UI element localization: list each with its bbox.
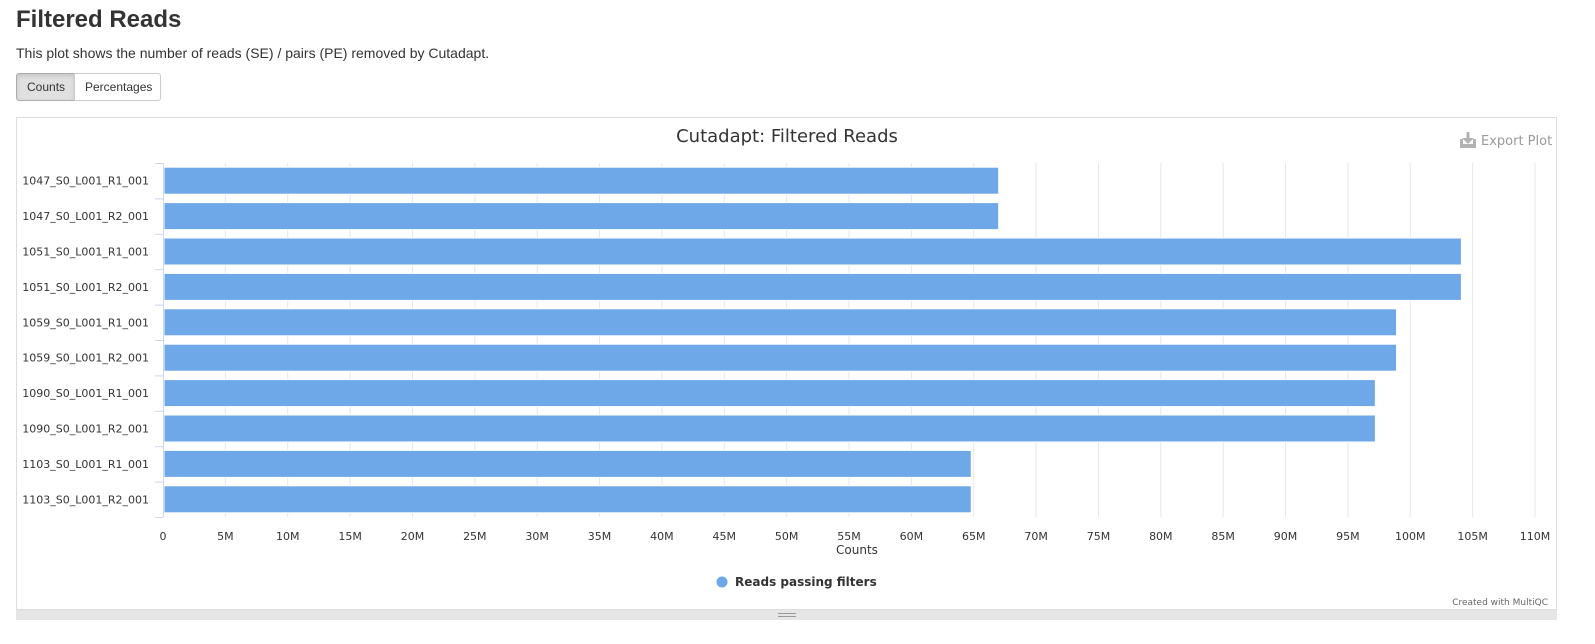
y-tick-label: 1051_S0_L001_R2_001 xyxy=(22,281,149,294)
x-tick-label: 105M xyxy=(1457,530,1488,543)
x-tick-label: 5M xyxy=(217,530,234,543)
y-tick-label: 1103_S0_L001_R1_001 xyxy=(22,458,149,471)
legend-item-label: Reads passing filters xyxy=(735,575,877,589)
x-tick-label: 20M xyxy=(401,530,425,543)
bar[interactable] xyxy=(163,202,1000,231)
section-heading: Filtered Reads xyxy=(16,6,182,33)
x-tick-label: 95M xyxy=(1336,530,1360,543)
x-tick-label: 85M xyxy=(1211,530,1235,543)
x-tick-label: 35M xyxy=(588,530,612,543)
x-tick-label: 15M xyxy=(338,530,362,543)
y-tick-label: 1103_S0_L001_R2_001 xyxy=(22,493,149,506)
x-tick-label: 110M xyxy=(1520,530,1551,543)
y-tick-label: 1051_S0_L001_R1_001 xyxy=(22,246,149,259)
bar[interactable] xyxy=(163,166,1000,195)
y-tick-label: 1059_S0_L001_R1_001 xyxy=(22,316,149,329)
legend-marker xyxy=(716,576,728,588)
grip-icon xyxy=(778,613,796,617)
x-tick-label: 10M xyxy=(276,530,300,543)
bar[interactable] xyxy=(163,414,1376,443)
counts-button[interactable]: Counts xyxy=(16,73,75,101)
plot-container: 0 5M 10M 15M 20M 25M 30M 35M 40M 45M 50M 55M 60M 65M 7… xyxy=(16,117,1557,620)
bar[interactable] xyxy=(163,485,972,514)
axes: 0 5M 10M 15M 20M 25M 30M 35M 40M 45M 50M 55M 60M 65M 7… xyxy=(22,163,1550,543)
x-tick-label: 30M xyxy=(525,530,549,543)
percentages-button[interactable]: Percentages xyxy=(74,73,161,101)
x-tick-label: 65M xyxy=(962,530,986,543)
x-tick-label: 25M xyxy=(463,530,487,543)
bar[interactable] xyxy=(163,308,1398,337)
bar[interactable] xyxy=(163,237,1462,266)
x-tick-label: 50M xyxy=(775,530,799,543)
y-tick-label: 1059_S0_L001_R2_001 xyxy=(22,352,149,365)
bar[interactable] xyxy=(163,343,1398,372)
plot-resize-handle[interactable] xyxy=(16,609,1557,620)
x-tick-label: 45M xyxy=(713,530,737,543)
x-tick-label: 40M xyxy=(650,530,674,543)
x-tick-label: 55M xyxy=(837,530,861,543)
bar-chart: 0 5M 10M 15M 20M 25M 30M 35M 40M 45M 50M 55M 60M 65M 7… xyxy=(22,126,1552,608)
x-tick-label: 60M xyxy=(900,530,924,543)
section-description: This plot shows the number of reads (SE)… xyxy=(16,45,490,61)
export-plot-label: Export Plot xyxy=(1481,134,1552,149)
export-plot-button[interactable]: Export Plot xyxy=(1460,132,1552,149)
chart-title: Cutadapt: Filtered Reads xyxy=(676,126,898,147)
view-toggle: Counts Percentages xyxy=(16,73,161,101)
bar[interactable] xyxy=(163,379,1376,408)
x-tick-label: 0 xyxy=(160,530,167,543)
legend[interactable]: Reads passing filters xyxy=(716,575,877,589)
download-icon xyxy=(1460,132,1476,148)
x-tick-label: 70M xyxy=(1024,530,1048,543)
y-tick-label: 1047_S0_L001_R1_001 xyxy=(22,175,149,188)
x-tick-label: 80M xyxy=(1149,530,1173,543)
y-tick-label: 1047_S0_L001_R2_001 xyxy=(22,210,149,223)
x-tick-label: 90M xyxy=(1274,530,1298,543)
bar[interactable] xyxy=(163,449,972,478)
y-tick-label: 1090_S0_L001_R1_001 xyxy=(22,387,149,400)
bar[interactable] xyxy=(163,272,1462,301)
bars xyxy=(163,166,1462,514)
x-tick-label: 100M xyxy=(1395,530,1426,543)
x-tick-label: 75M xyxy=(1087,530,1111,543)
credit-text: Created with MultiQC xyxy=(1452,598,1548,608)
y-tick-label: 1090_S0_L001_R2_001 xyxy=(22,423,149,436)
x-axis-title: Counts xyxy=(836,543,878,557)
